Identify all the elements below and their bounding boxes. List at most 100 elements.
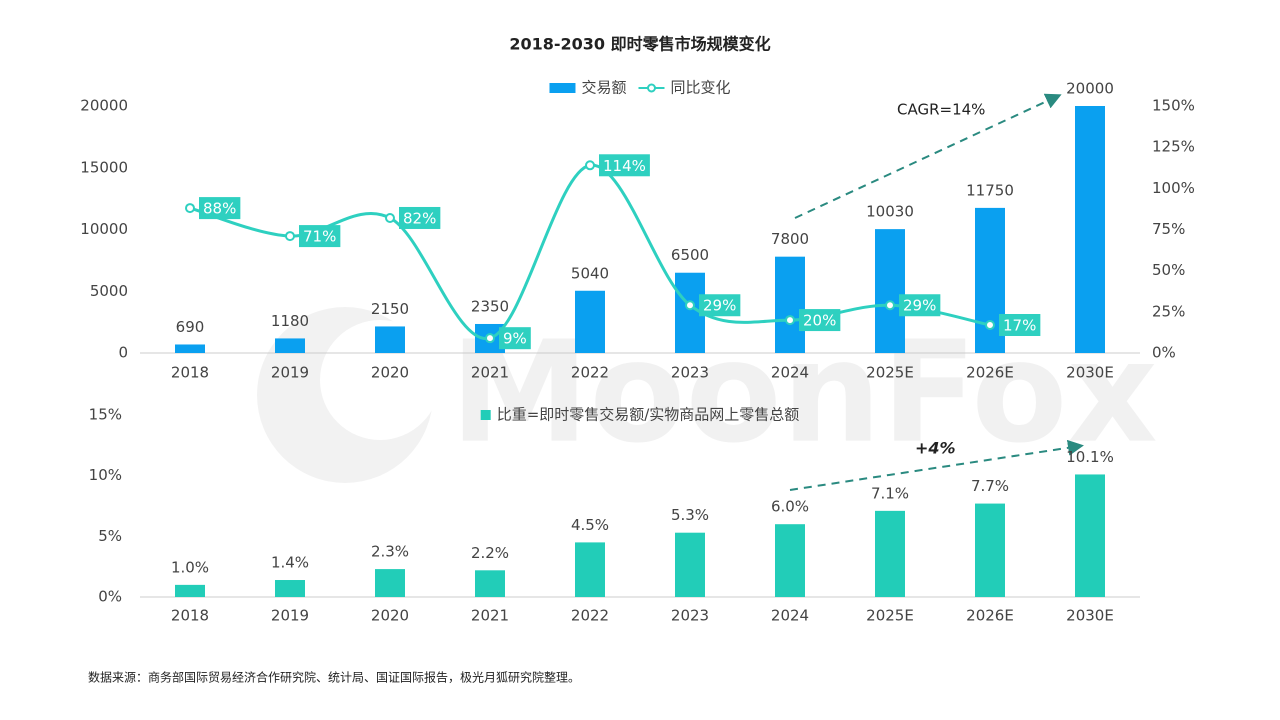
x-tick-label: 2025E: [866, 364, 914, 382]
data-label: 10.1%: [1066, 448, 1114, 466]
bar: [175, 584, 205, 597]
y-tick-label: 5%: [98, 527, 122, 545]
legend-marker: [647, 83, 656, 93]
watermark-logo-cut: [320, 320, 440, 440]
point: [485, 333, 495, 344]
y-tick-label: 5000: [90, 282, 128, 300]
data-label: 2.3%: [371, 543, 409, 561]
data-label-text: 29%: [703, 297, 736, 315]
legend: 交易额 同比变化: [549, 79, 731, 97]
data-label-box: [399, 206, 441, 229]
data-label-text: 17%: [1003, 317, 1036, 335]
legend-swatch: [549, 83, 576, 93]
point: [185, 203, 195, 214]
x-tick-label: 2019: [271, 364, 309, 382]
bar: [575, 290, 605, 353]
point: [285, 231, 295, 242]
data-label: 1180: [271, 312, 309, 330]
point: [785, 315, 795, 326]
data-label: 4.5%: [571, 516, 609, 534]
x-tick-label: 2021: [471, 364, 509, 382]
bar: [1075, 106, 1105, 353]
trend-arrow: [794, 93, 1062, 219]
trend-arrow: [789, 439, 1084, 491]
data-label: 88%: [199, 197, 241, 220]
bar: [375, 569, 405, 597]
x-tick-label: 2021: [471, 607, 509, 625]
x-tick-label: 2020: [371, 364, 409, 382]
annotation: CAGR=14%: [897, 101, 985, 119]
bar: [1075, 474, 1105, 597]
data-label: 690: [176, 318, 205, 336]
x-tick-label: 2026E: [966, 607, 1014, 625]
data-label: 114%: [599, 154, 650, 177]
point: [585, 160, 595, 171]
x-tick-label: 2024: [771, 607, 809, 625]
data-label: 11750: [966, 181, 1014, 199]
legend-label: 交易额: [581, 79, 626, 97]
y-tick-label: 10000: [80, 220, 128, 238]
data-label: 20%: [799, 309, 841, 332]
x-tick-label: 2018: [171, 364, 209, 382]
data-label: 5.3%: [671, 506, 709, 524]
data-label-box: [699, 294, 741, 317]
bar: [975, 503, 1005, 597]
data-label-text: 82%: [403, 209, 436, 227]
x-tick-label: 2022: [571, 364, 609, 382]
bar: [875, 510, 905, 597]
data-label: 82%: [399, 206, 441, 229]
x-tick-label: 2018: [171, 607, 209, 625]
y-tick-label: 20000: [80, 97, 128, 115]
x-tick-label: 2020: [371, 607, 409, 625]
data-label-box: [299, 225, 341, 248]
data-label: 71%: [299, 225, 341, 248]
data-label: 29%: [899, 294, 941, 317]
y2-tick-label: 150%: [1152, 97, 1195, 115]
x-tick-label: 2023: [671, 364, 709, 382]
data-label: 2150: [371, 300, 409, 318]
annotation: +4%: [915, 439, 956, 458]
data-label: 1.4%: [271, 554, 309, 572]
data-label: 7800: [771, 230, 809, 248]
data-label: 7.7%: [971, 477, 1009, 495]
bar: [175, 344, 205, 353]
data-label-box: [799, 309, 841, 332]
bar: [275, 338, 305, 353]
data-label-box: [199, 197, 241, 220]
legend-swatch: [480, 410, 491, 420]
data-label-text: 88%: [203, 200, 236, 218]
point: [685, 300, 695, 311]
data-label: 20000: [1066, 80, 1114, 98]
y-tick-label: 10%: [89, 466, 122, 484]
y2-tick-label: 0%: [1152, 344, 1176, 362]
x-tick-label: 2022: [571, 607, 609, 625]
source-note: 数据来源：商务部国际贸易经济合作研究院、统计局、国证国际报告，极光月狐研究院整理…: [88, 670, 580, 685]
legend-label: 同比变化: [671, 79, 731, 97]
data-label-text: 9%: [503, 330, 527, 348]
legend-label: 比重=即时零售交易额/实物商品网上零售总额: [497, 406, 800, 424]
y2-tick-label: 100%: [1152, 179, 1195, 197]
data-label: 2.2%: [471, 544, 509, 562]
bar: [675, 532, 705, 597]
data-label: 7.1%: [871, 484, 909, 502]
x-tick-label: 2030E: [1066, 364, 1114, 382]
x-tick-label: 2024: [771, 364, 809, 382]
y2-tick-label: 75%: [1152, 220, 1185, 238]
bar: [475, 570, 505, 597]
bar: [775, 524, 805, 597]
data-label-box: [999, 314, 1041, 337]
data-label: 17%: [999, 314, 1041, 337]
data-label: 5040: [571, 264, 609, 282]
y2-tick-label: 125%: [1152, 138, 1195, 156]
bar: [875, 229, 905, 353]
data-label: 6.0%: [771, 498, 809, 516]
y2-tick-label: 25%: [1152, 302, 1185, 320]
data-label: 9%: [499, 327, 531, 350]
data-label: 1.0%: [171, 558, 209, 576]
x-tick-label: 2023: [671, 607, 709, 625]
y-tick-label: 15000: [80, 158, 128, 176]
y2-tick-label: 50%: [1152, 261, 1185, 279]
x-tick-label: 2019: [271, 607, 309, 625]
data-label: 10030: [866, 203, 914, 221]
data-label-text: 29%: [903, 297, 936, 315]
